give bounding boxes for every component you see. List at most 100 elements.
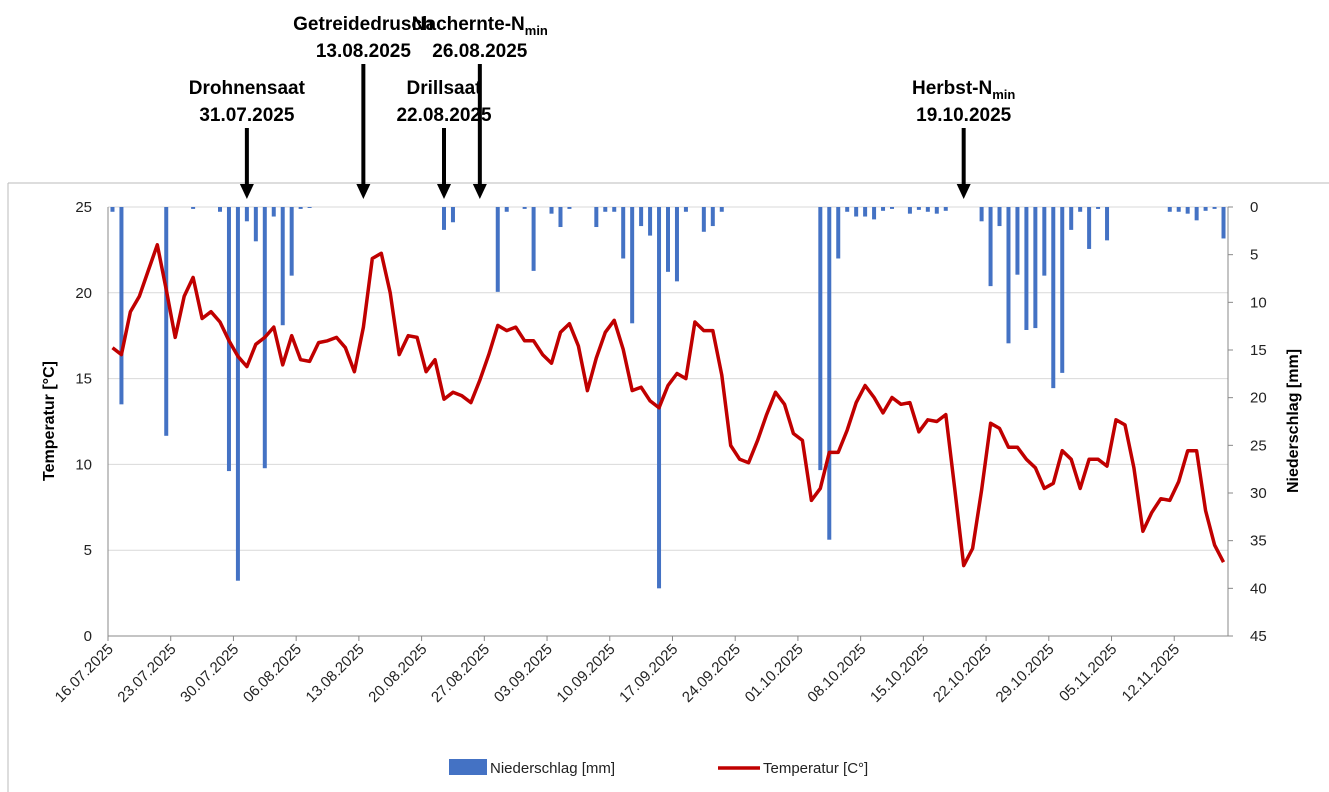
annotation-label: Drillsaat bbox=[407, 78, 483, 99]
annotation-text: Nachernte-N bbox=[412, 14, 525, 35]
bar bbox=[1167, 207, 1172, 212]
bar bbox=[289, 207, 294, 276]
x-tick-label: 10.09.2025 bbox=[553, 641, 618, 706]
bar bbox=[890, 207, 894, 209]
x-tick-label: 23.07.2025 bbox=[114, 641, 179, 706]
y2-tick-label: 0 bbox=[1250, 199, 1258, 216]
bar bbox=[907, 207, 912, 214]
y2-tick-label: 5 bbox=[1250, 247, 1258, 264]
bar bbox=[674, 207, 679, 282]
x-tick-label: 27.08.2025 bbox=[428, 641, 493, 706]
annotation-label: Nachernte-Nmin bbox=[412, 14, 548, 38]
annotation-text: Drillsaat bbox=[407, 78, 483, 99]
bar bbox=[531, 207, 536, 271]
y-tick-label: 10 bbox=[75, 456, 92, 473]
bar bbox=[558, 207, 563, 228]
bar bbox=[164, 207, 169, 436]
bar bbox=[854, 207, 859, 217]
bar bbox=[683, 207, 688, 212]
annotation-label: Herbst-Nmin bbox=[912, 78, 1015, 102]
y2-tick-label: 25 bbox=[1250, 437, 1267, 454]
annotation-date: 31.07.2025 bbox=[199, 105, 295, 126]
bar bbox=[943, 207, 948, 211]
bar bbox=[925, 207, 930, 212]
bar bbox=[119, 207, 124, 405]
bar bbox=[594, 207, 599, 228]
annotation-label: Getreidedrusch bbox=[293, 14, 433, 35]
bar bbox=[872, 207, 877, 220]
x-tick-label: 05.11.2025 bbox=[1056, 641, 1120, 705]
bar bbox=[1176, 207, 1181, 212]
bar bbox=[450, 207, 455, 223]
bar bbox=[1024, 207, 1029, 330]
y2-tick-label: 45 bbox=[1250, 628, 1267, 645]
bar bbox=[504, 207, 509, 212]
bar bbox=[603, 207, 608, 212]
bar bbox=[495, 207, 500, 292]
x-tick-label: 08.10.2025 bbox=[804, 641, 869, 706]
annotation-label: Drohnensaat bbox=[189, 78, 306, 99]
annotation-arrowhead bbox=[956, 184, 971, 199]
annotation-arrowhead bbox=[239, 184, 254, 199]
bar bbox=[1033, 207, 1038, 329]
bar bbox=[881, 207, 886, 211]
x-tick-label: 01.10.2025 bbox=[742, 641, 807, 706]
x-tick-label: 24.09.2025 bbox=[679, 641, 744, 706]
bar bbox=[997, 207, 1002, 227]
bar bbox=[1221, 207, 1226, 239]
bar bbox=[979, 207, 984, 222]
y2-tick-label: 30 bbox=[1250, 485, 1267, 502]
x-tick-label: 15.10.2025 bbox=[867, 641, 932, 706]
bar bbox=[253, 207, 258, 242]
bar bbox=[218, 207, 222, 212]
annotation-subscript: min bbox=[525, 23, 548, 38]
legend-swatch bbox=[449, 759, 487, 775]
x-tick-label: 13.08.2025 bbox=[303, 641, 368, 706]
annotation-arrowhead bbox=[356, 184, 371, 199]
y2-tick-label: 20 bbox=[1250, 390, 1267, 407]
bar bbox=[612, 207, 617, 212]
x-tick-label: 16.07.2025 bbox=[52, 641, 117, 706]
bar bbox=[1078, 207, 1083, 212]
bar bbox=[621, 207, 626, 259]
bar bbox=[1096, 207, 1101, 209]
bar bbox=[657, 207, 662, 589]
y-tick-label: 15 bbox=[75, 371, 92, 388]
annotation-text: Herbst-N bbox=[912, 78, 992, 99]
bar bbox=[639, 207, 644, 227]
x-tick-label: 17.09.2025 bbox=[616, 641, 681, 706]
bar bbox=[1185, 207, 1190, 214]
bar bbox=[836, 207, 841, 259]
x-tick-label: 30.07.2025 bbox=[177, 641, 242, 706]
y-tick-label: 0 bbox=[84, 628, 92, 645]
bar bbox=[271, 207, 276, 217]
x-tick-label: 20.08.2025 bbox=[365, 641, 430, 706]
legend-label: Temperatur [C°] bbox=[763, 760, 868, 777]
bar bbox=[567, 207, 572, 209]
x-tick-label: 03.09.2025 bbox=[491, 641, 556, 706]
bar bbox=[1015, 207, 1020, 275]
annotation-date: 19.10.2025 bbox=[916, 105, 1012, 126]
annotation-arrowhead bbox=[437, 184, 451, 199]
bar bbox=[916, 207, 921, 210]
bar bbox=[298, 207, 303, 209]
bar bbox=[110, 207, 115, 212]
bar bbox=[442, 207, 446, 230]
y2-tick-label: 10 bbox=[1250, 294, 1267, 311]
bar bbox=[280, 207, 285, 326]
annotation-text: Getreidedrusch bbox=[293, 14, 433, 35]
bar bbox=[1051, 207, 1056, 389]
y2-tick-label: 15 bbox=[1250, 342, 1267, 359]
x-tick-label: 29.10.2025 bbox=[993, 641, 1058, 706]
bar bbox=[863, 207, 868, 217]
y2-axis-label: Niederschlag [mm] bbox=[1285, 349, 1302, 493]
legend-label: Niederschlag [mm] bbox=[490, 760, 615, 777]
x-tick-label: 12.11.2025 bbox=[1119, 641, 1183, 705]
y2-tick-label: 40 bbox=[1250, 580, 1267, 597]
bar bbox=[648, 207, 653, 236]
bar bbox=[244, 207, 249, 222]
annotation-subscript: min bbox=[992, 87, 1015, 102]
bar bbox=[1060, 207, 1065, 373]
x-tick-label: 06.08.2025 bbox=[240, 641, 305, 706]
